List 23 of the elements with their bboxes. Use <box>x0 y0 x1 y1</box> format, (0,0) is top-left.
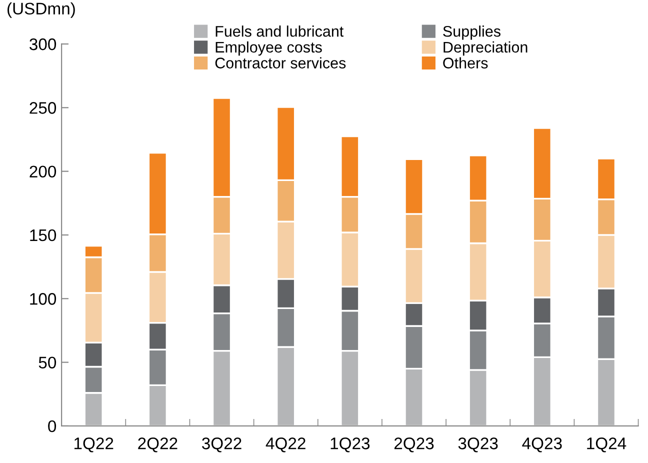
legend-label: Employee costs <box>216 41 322 56</box>
legend-label: Contractor services <box>215 57 346 68</box>
legend-label: Depreciation <box>444 41 528 56</box>
x-tick-label: 1Q22 <box>74 438 114 452</box>
y-tick-label: 150 <box>30 229 56 242</box>
y-tick-label: 300 <box>30 38 56 50</box>
y-tick-label: 0 <box>48 420 56 432</box>
x-tick-label: 4Q22 <box>266 438 306 452</box>
x-tick-label: 2Q23 <box>394 438 434 452</box>
legend-label: Fuels and lubricant <box>216 26 344 37</box>
y-tick-label: 50 <box>38 356 56 368</box>
y-tick-label: 100 <box>30 293 56 305</box>
x-tick-label: 1Q23 <box>330 438 370 452</box>
x-tick-label: 4Q23 <box>522 438 562 452</box>
x-tick-label: 2Q22 <box>138 438 178 452</box>
x-tick-label: 3Q23 <box>458 438 498 452</box>
y-axis-title: (USDmn) <box>8 2 75 18</box>
legend-label: Others <box>443 57 488 68</box>
y-tick-label: 250 <box>30 102 56 114</box>
y-tick-label: 200 <box>30 166 56 178</box>
x-tick-label: 3Q22 <box>202 438 242 452</box>
legend-label: Supplies <box>443 26 500 40</box>
x-tick-label: 1Q24 <box>587 438 626 452</box>
